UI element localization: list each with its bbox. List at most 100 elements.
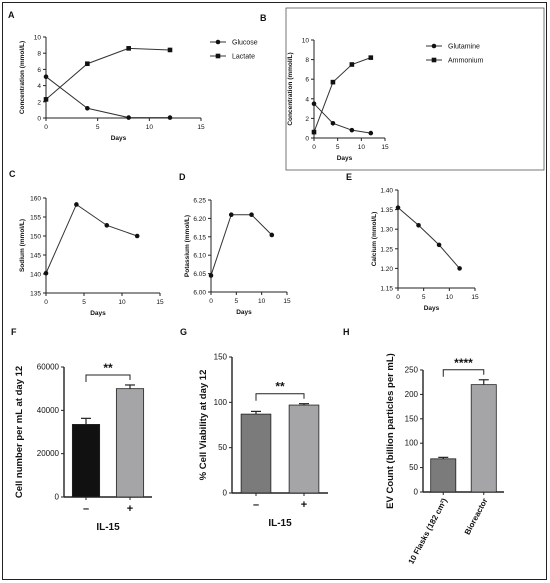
panel-letter: H <box>343 327 350 337</box>
panel-letter: D <box>179 172 186 182</box>
y-tick-label: 150 <box>30 234 41 241</box>
panel-letter: E <box>346 172 352 182</box>
y-tick-label: 10 <box>34 35 42 42</box>
y-tick-label: 160 <box>30 196 41 203</box>
y-axis-label: EV Count (billion particles per mL) <box>385 353 396 509</box>
x-tick-label: 0 <box>44 299 48 306</box>
panel-e: 1.15 1.20 1.25 1.30 1.35 1.40 0 5 10 15 Days Calciu… <box>371 188 479 313</box>
bar <box>71 424 101 498</box>
y-tick-label: 0 <box>223 489 228 498</box>
y-axis-label: % Cell Viability at day 12 <box>198 370 209 481</box>
x-tick-label: 5 <box>422 294 426 301</box>
x-tick-label: 0 <box>209 298 213 305</box>
x-tick-label: + <box>301 499 307 511</box>
panel-b: 0 2 4 6 8 10 0 5 10 15 Days Concentration (mmol/L) G… <box>287 38 484 163</box>
panel-letter: B <box>260 13 267 23</box>
panel-a: 0 2 4 6 8 10 0 5 10 15 Days Concentration (mmol/L) G… <box>19 35 258 143</box>
x-axis-label: Days <box>337 155 353 162</box>
panel-g: 0 50 100 150 – + ** IL-15 % Cell Viability at da… <box>198 353 328 529</box>
bar <box>240 413 272 494</box>
legend-marker <box>431 57 437 63</box>
data-point <box>349 127 355 133</box>
data-point <box>208 273 214 278</box>
y-tick-label: 50 <box>218 443 227 452</box>
y-axis-label: Calcium (mmol/L) <box>371 212 378 267</box>
y-tick-label: 1.20 <box>380 266 393 273</box>
series-line <box>45 47 171 100</box>
y-tick-label: 6.15 <box>193 234 206 241</box>
bar <box>288 404 320 494</box>
x-axis-label: Days <box>111 135 127 142</box>
series-line <box>313 57 371 133</box>
y-tick-label: 6 <box>37 67 41 74</box>
y-tick-label: 60000 <box>37 363 60 372</box>
panel-letter: F <box>11 327 17 337</box>
data-point <box>311 101 317 106</box>
y-tick-label: 135 <box>30 291 41 298</box>
x-tick-label: 15 <box>197 124 205 131</box>
y-axis-label: Potassium (mmol/L) <box>184 215 191 277</box>
y-tick-label: 6.20 <box>193 216 206 223</box>
y-tick-label: 1.15 <box>380 286 393 293</box>
significance-bracket <box>255 393 305 401</box>
x-tick-label: 5 <box>82 299 86 306</box>
x-tick-label: 15 <box>471 294 479 301</box>
data-point <box>85 105 90 111</box>
panel-h: 0 50 100 150 200 250 10 Flasks (182 cm²) Biorea… <box>385 353 504 566</box>
legend-label: Ammonium <box>448 58 484 65</box>
x-tick-label: – <box>83 503 89 515</box>
series-line <box>45 203 138 274</box>
y-tick-label: 40000 <box>37 406 60 415</box>
series-line <box>397 207 460 269</box>
x-tick-label: Bioreactor <box>463 497 490 537</box>
y-tick-label: 2 <box>305 116 309 123</box>
y-tick-label: 1.35 <box>380 207 393 214</box>
series-line <box>210 214 273 276</box>
legend-marker <box>431 43 437 49</box>
bar <box>470 384 497 493</box>
panel-d: 6.00 6.05 6.10 6.15 6.20 6.25 0 5 10 15 Days Potass… <box>184 198 291 317</box>
y-tick-label: 4 <box>305 96 309 103</box>
y-tick-label: 2 <box>37 99 41 106</box>
x-tick-label: 10 Flasks (182 cm²) <box>407 496 450 565</box>
series-line <box>45 76 170 119</box>
data-point <box>457 266 462 271</box>
significance-label: ** <box>103 361 113 375</box>
legend-marker <box>215 39 221 45</box>
panel-c: 135 140 145 150 155 160 0 5 10 15 Days Sodium (mmol… <box>19 196 164 318</box>
legend-label: Lactate <box>232 54 255 61</box>
y-axis-label: Cell number per mL at day 12 <box>14 366 25 498</box>
significance-label: ** <box>275 380 285 394</box>
significance-bracket <box>85 374 131 382</box>
panel-letter: A <box>8 10 15 20</box>
y-tick-label: 150 <box>214 353 228 362</box>
data-point <box>330 79 336 85</box>
y-tick-label: 145 <box>30 253 41 260</box>
data-point <box>43 74 49 79</box>
bar <box>430 458 457 493</box>
data-point <box>349 62 355 67</box>
y-tick-label: 100 <box>214 398 228 407</box>
x-tick-label: 0 <box>44 124 48 131</box>
x-tick-label: 15 <box>283 298 291 305</box>
data-point <box>436 242 442 248</box>
y-tick-label: 50 <box>409 463 418 472</box>
bar <box>115 388 145 498</box>
panel-f: 0 20000 40000 60000 – + ** IL-15 Cell number per… <box>14 361 152 533</box>
y-tick-label: 6.25 <box>193 198 206 205</box>
y-axis-label: Concentration (mmol/L) <box>287 52 294 125</box>
x-tick-label: 15 <box>381 144 389 151</box>
data-point <box>167 115 173 120</box>
x-tick-label: – <box>253 499 259 511</box>
x-axis-label: Days <box>236 309 252 316</box>
y-tick-label: 6.05 <box>193 271 206 278</box>
x-tick-label: 10 <box>358 144 366 151</box>
x-tick-label: 10 <box>146 124 154 131</box>
x-axis-label: Days <box>90 310 106 317</box>
x-axis-label: IL-15 <box>96 522 120 533</box>
x-tick-label: + <box>127 503 133 515</box>
data-point <box>416 222 421 228</box>
legend-label: Glucose <box>232 40 258 47</box>
y-tick-label: 0 <box>55 493 60 502</box>
